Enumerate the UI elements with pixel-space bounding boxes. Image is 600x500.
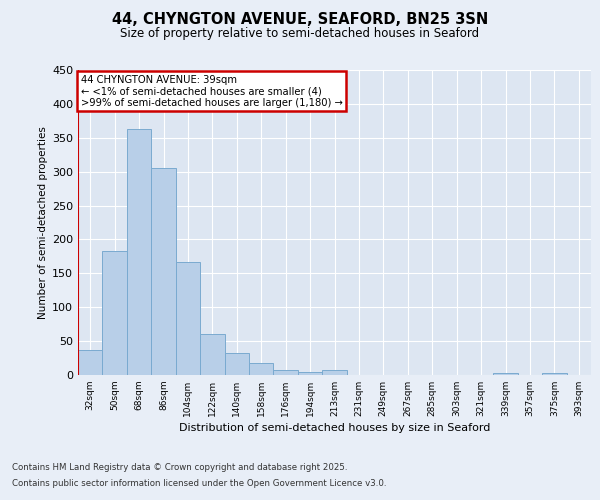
X-axis label: Distribution of semi-detached houses by size in Seaford: Distribution of semi-detached houses by … [179,423,490,433]
Bar [274,370,298,375]
Text: Size of property relative to semi-detached houses in Seaford: Size of property relative to semi-detach… [121,28,479,40]
Bar [542,373,566,375]
Bar [200,334,224,375]
Bar [322,370,347,375]
Text: 44 CHYNGTON AVENUE: 39sqm
← <1% of semi-detached houses are smaller (4)
>99% of : 44 CHYNGTON AVENUE: 39sqm ← <1% of semi-… [80,74,343,108]
Bar [249,363,274,375]
Bar [103,251,127,375]
Bar [493,373,518,375]
Bar [224,352,249,375]
Bar [127,129,151,375]
Text: Contains public sector information licensed under the Open Government Licence v3: Contains public sector information licen… [12,478,386,488]
Y-axis label: Number of semi-detached properties: Number of semi-detached properties [38,126,48,319]
Text: Contains HM Land Registry data © Crown copyright and database right 2025.: Contains HM Land Registry data © Crown c… [12,464,347,472]
Text: 44, CHYNGTON AVENUE, SEAFORD, BN25 3SN: 44, CHYNGTON AVENUE, SEAFORD, BN25 3SN [112,12,488,28]
Bar [298,372,322,375]
Bar [78,350,103,375]
Bar [151,168,176,375]
Bar [176,262,200,375]
